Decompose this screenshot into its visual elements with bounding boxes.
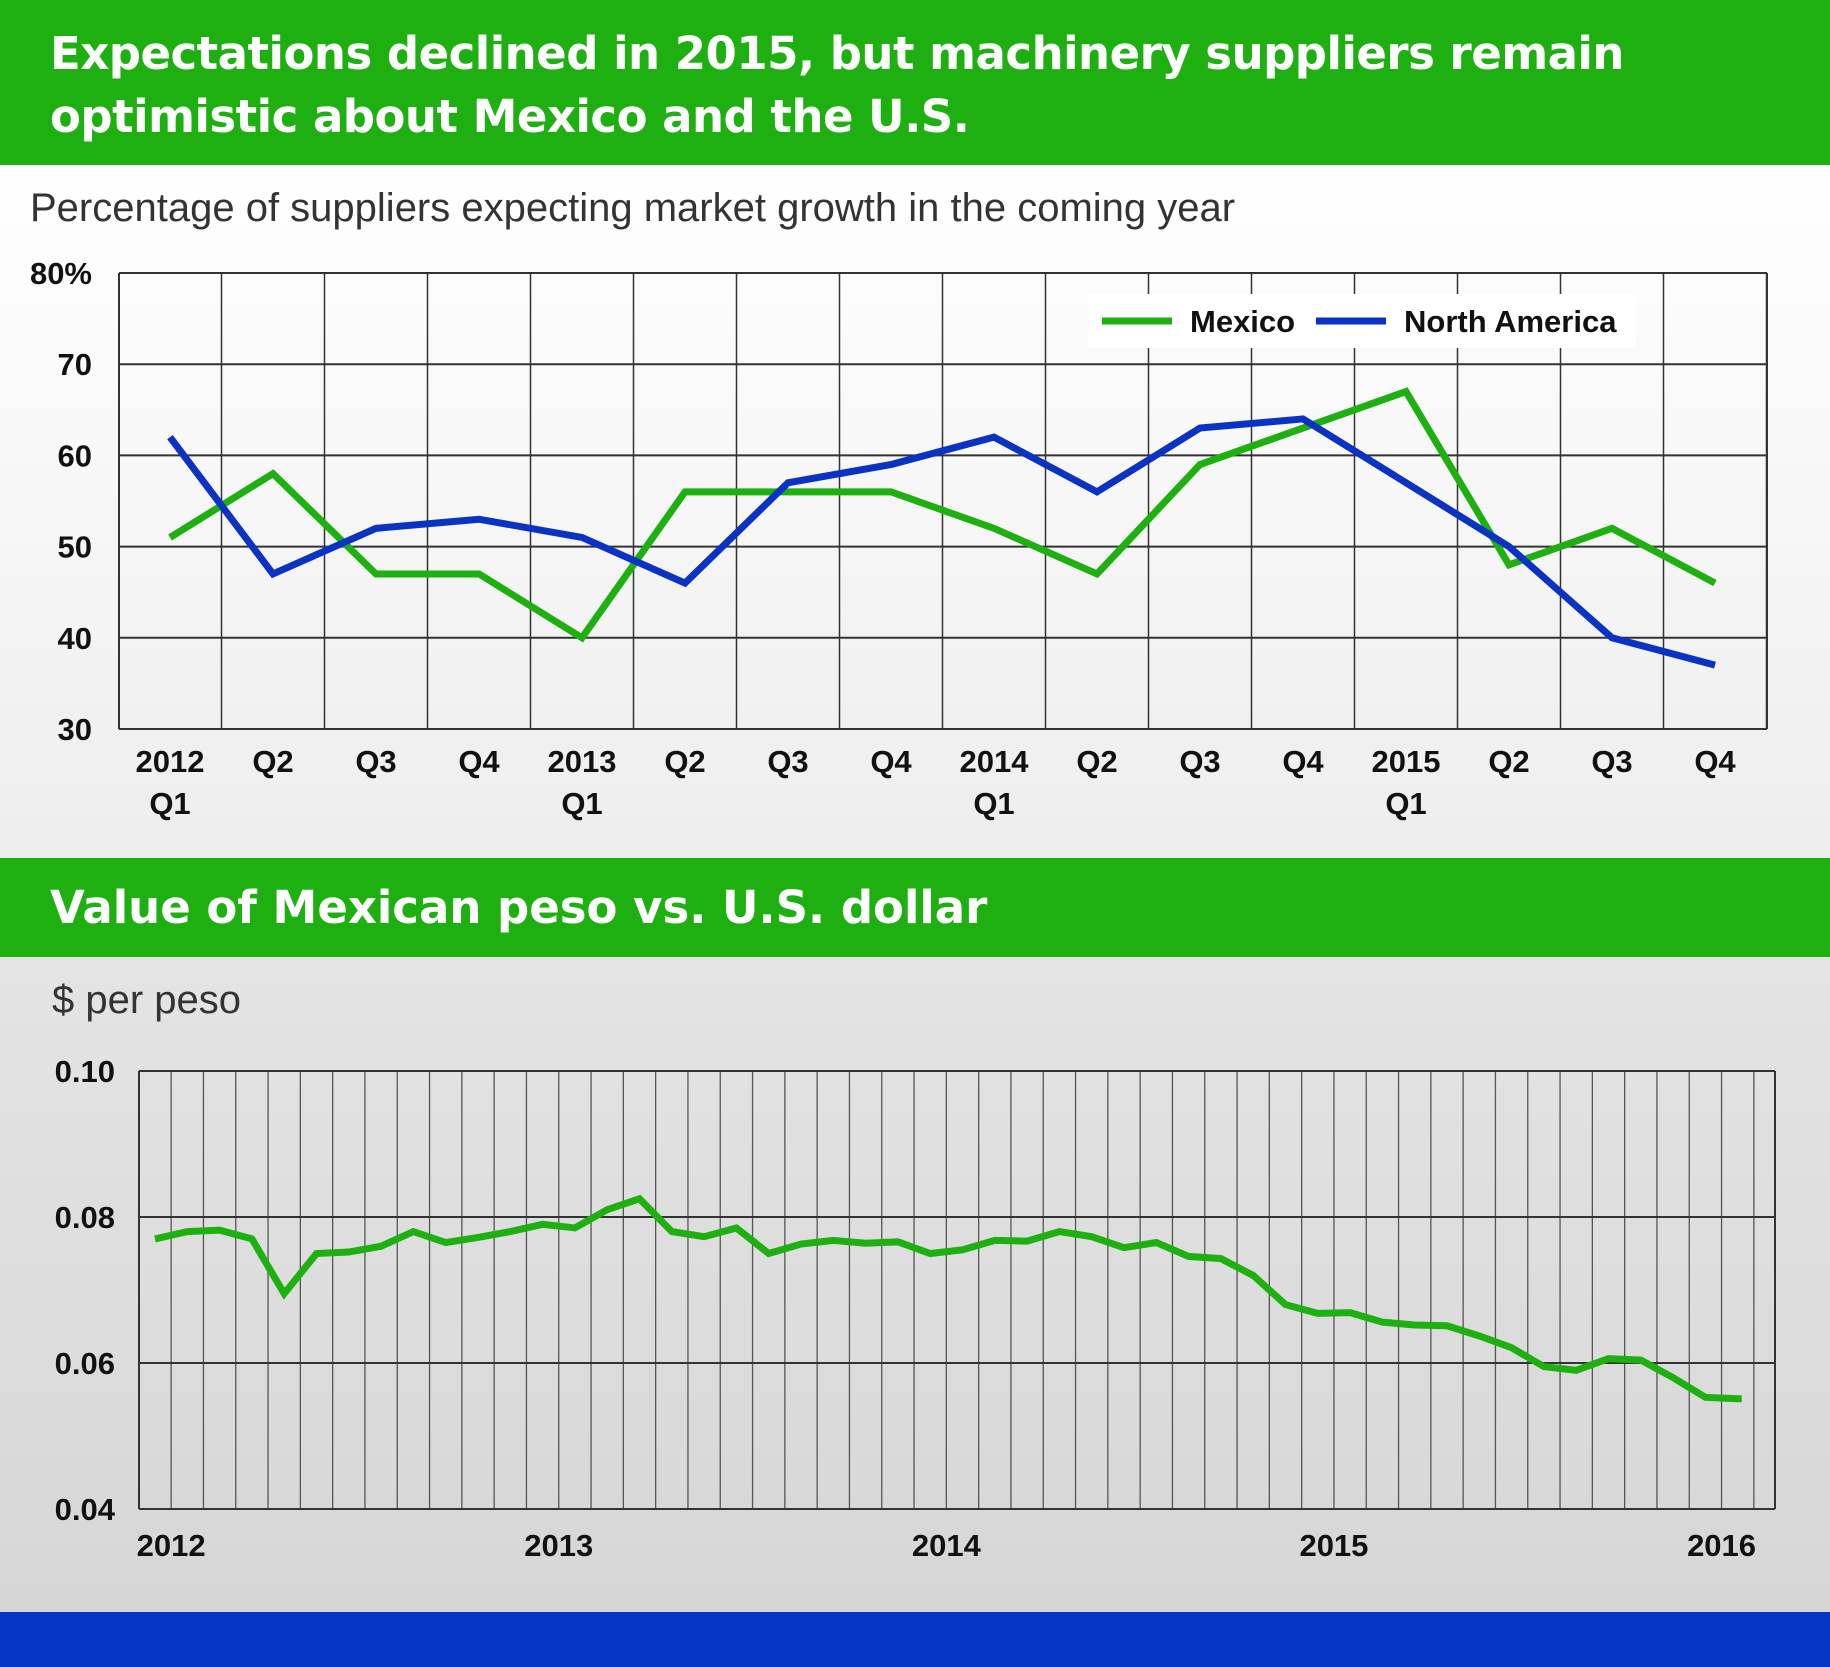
y-tick-label: 0.06	[55, 1346, 115, 1381]
section-banner: Value of Mexican peso vs. U.S. dollar	[0, 858, 1830, 957]
series-line-peso	[154, 1194, 1742, 1403]
x-tick-label: Q2	[1488, 744, 1529, 779]
legend-label: Mexico	[1190, 304, 1295, 339]
x-tick-label: Q2	[664, 744, 705, 779]
y-tick-label: 0.08	[55, 1200, 115, 1235]
x-tick-label: 2013	[548, 744, 617, 779]
x-tick-label: 2012	[136, 744, 205, 779]
x-tick-label: Q1	[561, 786, 602, 821]
x-tick-label: Q4	[1694, 744, 1736, 779]
x-tick-label: 2015	[1372, 744, 1441, 779]
x-tick-label: Q1	[973, 786, 1014, 821]
x-tick-label: Q2	[1076, 744, 1117, 779]
y-tick-label: 0.04	[55, 1492, 116, 1527]
footer-bar	[0, 1612, 1830, 1667]
x-tick-label: Q3	[767, 744, 808, 779]
header-banner: Expectations declined in 2015, but machi…	[0, 0, 1830, 165]
x-tick-label: Q4	[458, 744, 500, 779]
x-tick-label: Q1	[149, 786, 190, 821]
series-line-mexico	[168, 387, 1717, 643]
x-tick-label: 2012	[137, 1528, 206, 1563]
x-tick-label: 2013	[524, 1528, 593, 1563]
x-tick-label: Q4	[870, 744, 912, 779]
x-tick-label: 2014	[912, 1528, 982, 1563]
y-tick-label: 50	[58, 530, 92, 565]
x-tick-label: 2015	[1299, 1528, 1368, 1563]
y-tick-label: 0.10	[55, 1054, 115, 1089]
y-tick-label: 80%	[30, 256, 92, 291]
section-title: Value of Mexican peso vs. U.S. dollar	[50, 881, 988, 934]
page-title: Expectations declined in 2015, but machi…	[50, 27, 1624, 143]
chart2-ylabel: $ per peso	[52, 978, 242, 1022]
series-line-north-america	[167, 415, 1716, 669]
legend-label: North America	[1404, 304, 1617, 339]
y-tick-label: 70	[58, 347, 92, 382]
x-tick-label: Q4	[1282, 744, 1324, 779]
x-tick-label: Q3	[1179, 744, 1220, 779]
y-tick-label: 40	[58, 621, 92, 656]
y-tick-label: 60	[58, 438, 92, 473]
x-tick-label: 2014	[960, 744, 1030, 779]
chart1-title: Percentage of suppliers expecting market…	[30, 186, 1236, 230]
x-tick-label: Q1	[1385, 786, 1426, 821]
y-tick-label: 30	[58, 712, 92, 747]
x-tick-label: Q3	[1591, 744, 1632, 779]
x-tick-label: Q3	[355, 744, 396, 779]
x-tick-label: Q2	[252, 744, 293, 779]
x-tick-label: 2016	[1687, 1528, 1756, 1563]
